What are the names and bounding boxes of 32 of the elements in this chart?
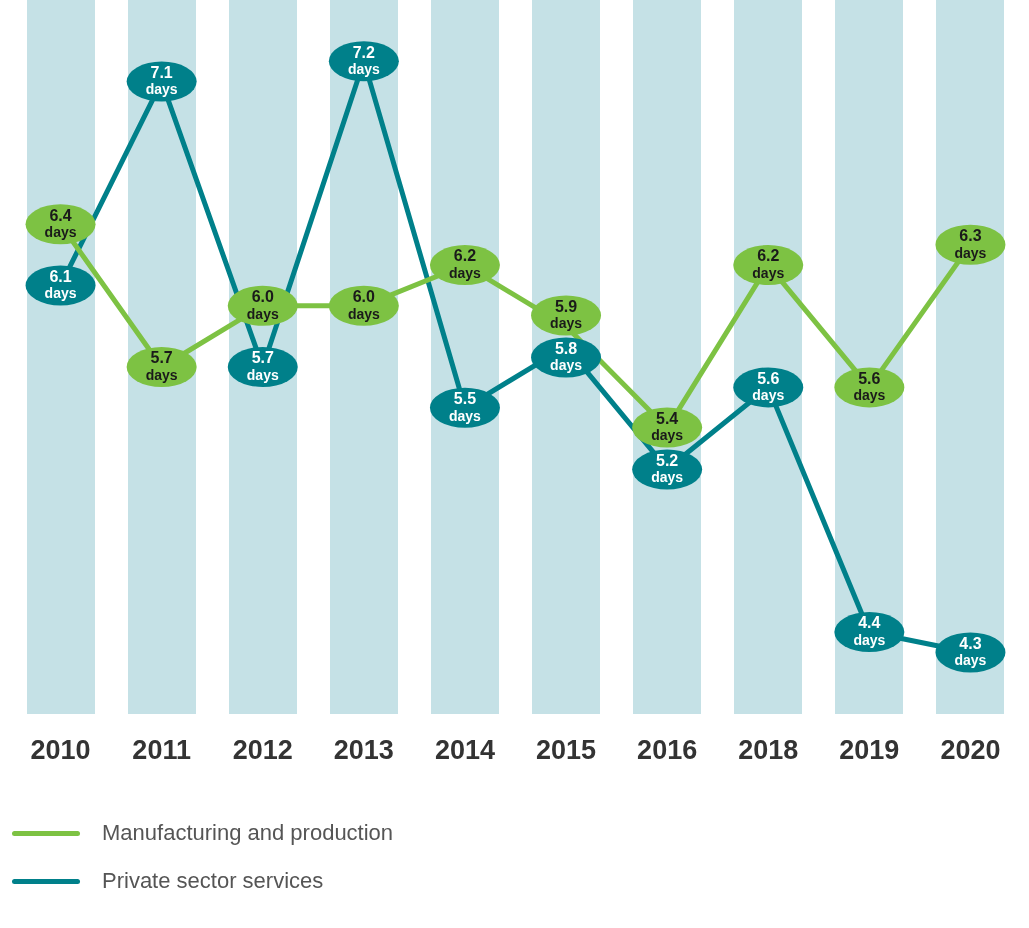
x-tick-label: 2016 <box>637 735 698 766</box>
data-label: 6.0 days <box>347 288 381 322</box>
x-tick-label: 2010 <box>30 735 91 766</box>
x-tick-label: 2020 <box>940 735 1001 766</box>
data-label: 6.3 days <box>954 227 987 261</box>
x-tick-label: 2019 <box>839 735 900 766</box>
data-label: 6.0 days <box>246 288 279 322</box>
data-label: 5.2 days <box>651 451 684 486</box>
x-tick-label: 2012 <box>232 735 293 766</box>
legend-label: Private sector services <box>102 868 324 894</box>
x-tick-label: 2014 <box>434 735 495 766</box>
data-label: 5.9 days <box>550 297 583 332</box>
data-label: 5.8 days <box>550 339 583 374</box>
x-tick-label: 2015 <box>536 735 597 766</box>
data-label: 4.3 days <box>954 634 987 669</box>
data-label: 5.6 days <box>853 369 886 404</box>
data-label: 7.1 days <box>145 63 178 98</box>
legend-label: Manufacturing and production <box>102 820 394 846</box>
data-label: 5.4 days <box>651 409 684 444</box>
data-label: 5.5 days <box>448 390 482 424</box>
data-label: 6.4 days <box>44 206 77 241</box>
x-tick-label: 2018 <box>738 735 799 766</box>
data-label: 5.7 days <box>145 349 178 383</box>
x-tick-label: 2013 <box>333 735 394 766</box>
data-label: 5.6 days <box>752 369 785 404</box>
data-label: 6.2 days <box>752 247 785 281</box>
data-label: 5.7 days <box>246 349 279 383</box>
x-tick-label: 2011 <box>132 735 191 766</box>
data-label: 4.4 days <box>853 614 886 648</box>
data-label: 6.1 days <box>44 267 77 302</box>
data-label: 7.2 days <box>347 43 381 78</box>
data-label: 6.2 days <box>448 247 482 281</box>
